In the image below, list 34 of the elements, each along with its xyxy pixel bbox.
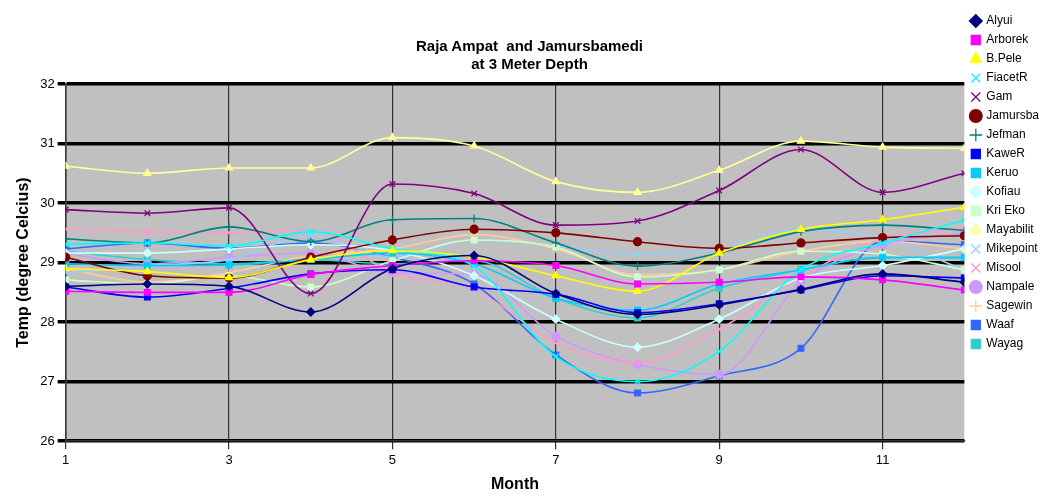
x-tick-label: 3 — [225, 451, 233, 467]
y-axis-title: Temp (degree Celcius) — [14, 177, 32, 348]
x-tick-label: 9 — [715, 451, 723, 467]
legend-label: Mayabilit — [986, 222, 1035, 237]
legend-label: Alyui — [986, 13, 1013, 28]
legend-label: Wayag — [986, 336, 1024, 351]
legend-label: FiacetR — [986, 70, 1028, 85]
y-tick-label: 30 — [40, 194, 55, 210]
legend-label: Misool — [986, 260, 1021, 275]
legend-label: Waaf — [986, 317, 1015, 332]
y-tick-label: 31 — [40, 135, 55, 151]
legend-label: Mikepoint — [986, 241, 1039, 256]
y-tick-label: 27 — [40, 373, 55, 389]
y-tick-label: 29 — [40, 254, 55, 270]
chart-title: Raja Ampat and Jamursbamedi at 3 Meter Depth — [415, 37, 644, 73]
legend-label: Gam — [986, 89, 1013, 104]
y-tick-label: 32 — [40, 75, 55, 91]
x-tick-label: 1 — [62, 451, 70, 467]
legend-label: Arborek — [986, 32, 1030, 47]
y-tick-label: 26 — [40, 432, 55, 448]
legend-label: Nampale — [986, 279, 1035, 294]
y-tick-label: 28 — [40, 313, 55, 329]
legend-label: B.Pele — [986, 51, 1022, 66]
x-tick-label: 7 — [552, 451, 560, 467]
legend-label: KaweR — [986, 146, 1026, 161]
x-axis-title: Month — [490, 474, 539, 492]
x-tick-label: 5 — [388, 451, 397, 467]
legend-label: Kofiau — [986, 184, 1021, 199]
legend-label: Keruo — [986, 165, 1019, 180]
x-tick-label: 11 — [875, 451, 890, 467]
legend-label: Jefman — [986, 127, 1026, 142]
legend-label: Jamursba — [986, 108, 1040, 123]
legend-label: Kri Eko — [986, 203, 1026, 218]
legend-label: Sagewin — [986, 298, 1033, 313]
